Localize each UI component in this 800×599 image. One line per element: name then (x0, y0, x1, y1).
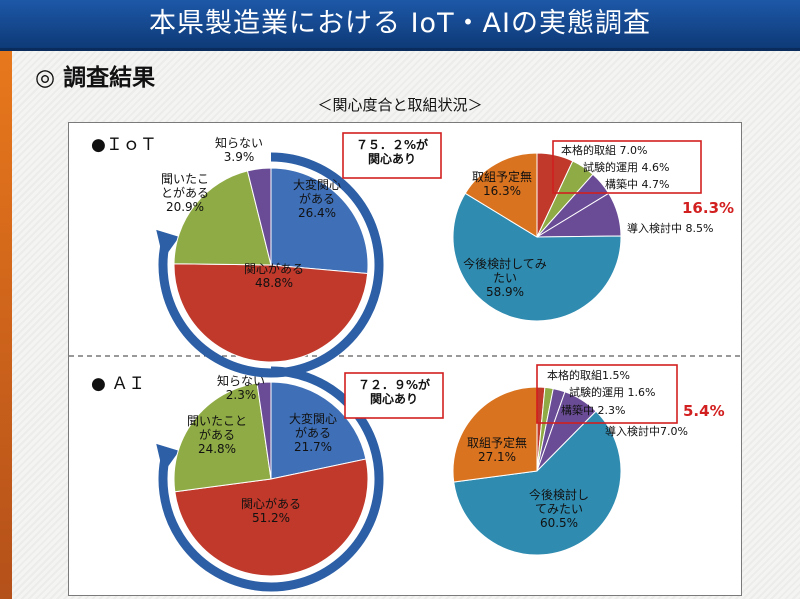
chart-subtitle: ＜関心度合と取組状況＞ (317, 96, 483, 114)
pie-slice-0-3 (246, 167, 272, 266)
ai-label-trial: 試験的運用 1.6% (569, 385, 655, 399)
iot-ring-arrow (158, 152, 384, 378)
iot-label-very-interested: 大変関心がある 26.4% (293, 177, 341, 220)
ai-label-very-interested: 大変関心がある 21.7% (289, 411, 337, 454)
pie-slice-0-0 (270, 167, 369, 275)
pie-slice-0-1 (173, 263, 369, 363)
pie-slice-2-0 (270, 381, 367, 480)
chart-panel: ●ＩｏＴ 大変関心がある 26.4% 関心がある 48.8% 聞いたことがある 20.9% 知… (68, 122, 742, 596)
ai-callout-box (344, 372, 444, 419)
title-bar (0, 0, 800, 51)
iot-label-considering: 導入検討中 8.5% (627, 221, 713, 235)
iot-highlight-total: 16.3% (682, 199, 734, 217)
ai-label-heard: 聞いたことがある 24.8% (187, 414, 247, 456)
iot-callout-box (342, 132, 442, 179)
iot-label-trial: 試験的運用 4.6% (583, 160, 669, 174)
ai-callout-text: ７２．９%が関心あり (358, 377, 430, 406)
section-heading: ◎ 調査結果 (35, 65, 156, 91)
pie-slice-1-5 (464, 152, 538, 238)
ai-highlight-box (536, 364, 678, 424)
iot-ring-arrow-head (156, 229, 180, 260)
pie-slice-3-5 (452, 386, 538, 483)
ai-label-full: 本格的取組1.5% (547, 368, 630, 382)
ai-label-future: 今後検討してみたい 60.5% (529, 487, 589, 530)
pie-slice-0-2 (173, 170, 272, 266)
ai-ring-arrow-head (156, 443, 180, 474)
iot-label-full: 本格的取組 7.0% (561, 143, 647, 157)
iot-label-interested: 関心がある 48.8% (244, 261, 304, 290)
pie-slice-2-3 (256, 381, 272, 480)
pie-slice-3-4 (453, 410, 622, 556)
page-title: 本県製造業における IoT・AIの実態調査 (149, 8, 651, 39)
ai-label-building: 構築中 2.3% (561, 403, 625, 417)
pie-slice-2-1 (174, 458, 369, 577)
iot-label-future: 今後検討してみたい 58.9% (463, 256, 547, 299)
ai-label-interested: 関心がある 51.2% (241, 496, 301, 525)
ai-section-title: ● ＡＩ (91, 374, 145, 394)
iot-callout-text: ７５．２%が関心あり (356, 137, 428, 166)
iot-section-title: ●ＩｏＴ (91, 135, 157, 155)
ai-highlight-total: 5.4% (683, 402, 725, 420)
pie-slice-1-4 (452, 192, 622, 322)
ai-label-unaware: 知らない 2.3% (217, 374, 265, 402)
iot-label-heard: 聞いたことがある 20.9% (161, 172, 209, 214)
ai-label-considering: 導入検討中7.0% (605, 424, 688, 438)
pie-slice-2-2 (173, 382, 272, 493)
ai-label-no-plan: 取組予定無 27.1% (467, 435, 527, 464)
iot-label-building: 構築中 4.7% (605, 177, 669, 191)
iot-label-unaware: 知らない 3.9% (215, 136, 263, 164)
iot-label-no-plan: 取組予定無 16.3% (472, 169, 532, 198)
accent-bar (0, 51, 12, 599)
iot-highlight-box (552, 140, 702, 194)
